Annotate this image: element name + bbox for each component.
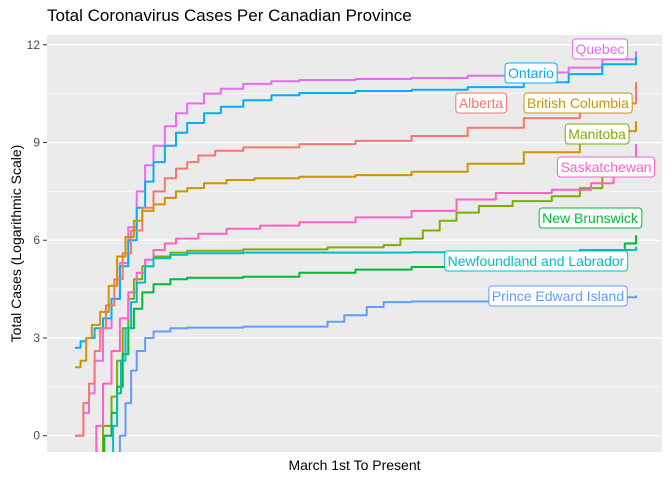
series-label-box: [523, 92, 633, 114]
y-tick-label: 0: [33, 429, 40, 443]
series-label-text: Prince Edward Island: [492, 288, 624, 304]
series-label-text: Newfoundland and Labrador: [448, 253, 625, 269]
series-label-box: [556, 156, 656, 178]
y-tick-label: 3: [33, 331, 40, 345]
series-line-alberta: [75, 82, 637, 437]
series-label-manitoba: Manitoba: [564, 123, 630, 145]
series-line-quebec: [75, 51, 637, 437]
series-label-saskatchewan: Saskatchewan: [556, 156, 656, 178]
series-label-box: [564, 123, 630, 145]
series-line-manitoba: [102, 155, 637, 452]
series-label-text: Alberta: [459, 95, 504, 111]
series-label-prince-edward-island: Prince Edward Island: [488, 285, 628, 307]
x-axis-title: March 1st To Present: [288, 457, 420, 473]
chart-title: Total Coronavirus Cases Per Canadian Pro…: [47, 6, 412, 25]
y-tick-label: 12: [27, 38, 41, 52]
series-label-alberta: Alberta: [455, 92, 507, 114]
series-line-british-columbia: [75, 121, 637, 369]
series-label-box: [444, 250, 629, 272]
series-label-ontario: Ontario: [504, 62, 558, 84]
series-label-british-columbia: British Columbia: [523, 92, 633, 114]
series-label-newfoundland-and-labrador: Newfoundland and Labrador: [444, 250, 629, 272]
series-label-box: [488, 285, 628, 307]
series-label-box: [571, 38, 629, 60]
series-label-text: Quebec: [575, 41, 624, 57]
series-label-quebec: Quebec: [571, 38, 629, 60]
series-label-text: Manitoba: [568, 126, 626, 142]
series-label-text: British Columbia: [527, 95, 629, 111]
series-label-text: Ontario: [508, 65, 554, 81]
series-label-box: [455, 92, 507, 114]
series-label-box: [504, 62, 558, 84]
series-label-new-brunswick: New Brunswick: [538, 207, 643, 229]
series-label-text: New Brunswick: [542, 210, 639, 226]
series-label-box: [538, 207, 643, 229]
y-tick-label: 6: [33, 233, 40, 247]
y-axis-title: Total Cases (Logarithmic Scale): [8, 145, 24, 343]
series-line-saskatchewan: [95, 144, 637, 452]
y-tick-label: 9: [33, 136, 40, 150]
series-label-text: Saskatchewan: [560, 159, 651, 175]
y-axis: 0 3 6 9 12: [27, 38, 47, 443]
